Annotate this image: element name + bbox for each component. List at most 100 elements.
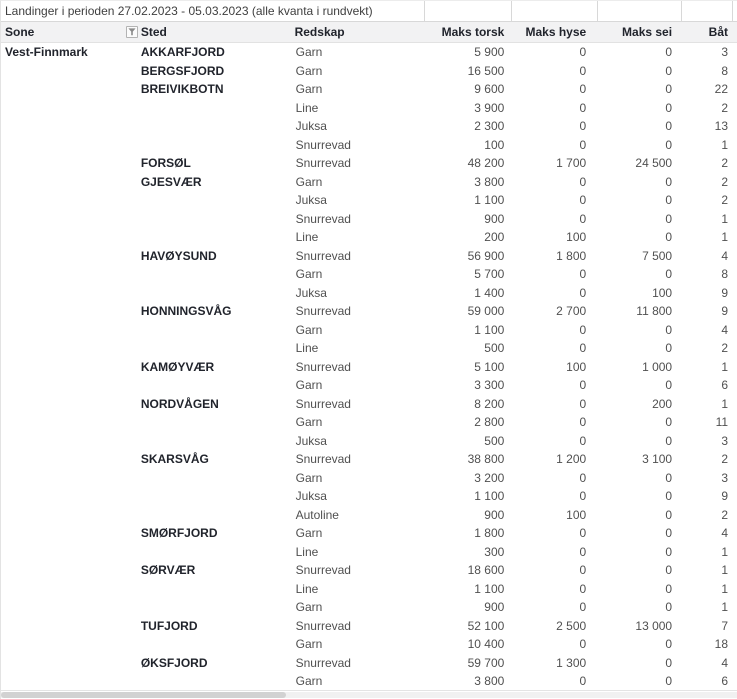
cell-bat: 3 (721, 470, 729, 485)
cell-sted (125, 191, 291, 210)
cell-redskap: Garn (295, 267, 323, 281)
column-header-redskap[interactable]: Redskap (294, 25, 345, 39)
cell-sone (1, 62, 125, 81)
cell-bat: 2 (721, 100, 729, 115)
cell-maks-torsk: 500 (484, 341, 505, 355)
cell-sone (1, 506, 125, 525)
sort-filter-icon[interactable] (125, 26, 138, 38)
cell-maks-torsk: 1 100 (474, 193, 505, 207)
cell-sted (125, 635, 291, 654)
cell-sted: GJESVÆR (140, 174, 202, 189)
cell-sted: HONNINGSVÅG (140, 304, 232, 318)
table-row: Juksa 500 0 0 3 (1, 432, 737, 451)
cell-maks-hyse: 0 (579, 544, 587, 559)
cell-maks-hyse: 0 (579, 322, 587, 337)
cell-maks-sei: 0 (665, 600, 673, 614)
cell-sone (1, 635, 125, 654)
column-header-sted[interactable]: Sted (125, 22, 291, 42)
cell-maks-sei: 0 (665, 415, 673, 429)
cell-sted (125, 99, 291, 118)
cell-redskap: Juksa (295, 285, 327, 300)
cell-bat: 11 (715, 415, 729, 429)
horizontal-scrollbar-track[interactable] (1, 692, 737, 698)
header-spacer (733, 22, 737, 42)
cell-bat: 1 (721, 581, 729, 596)
cell-maks-torsk: 500 (484, 433, 505, 448)
cell-sted (125, 321, 291, 340)
cell-bat: 13 (714, 119, 729, 133)
cell-bat: 2 (721, 507, 729, 522)
cell-redskap: Snurrevad (295, 618, 351, 633)
cell-redskap: Snurrevad (295, 452, 351, 466)
cell-maks-hyse: 1 700 (556, 156, 587, 170)
title-blank-cell (682, 1, 734, 21)
table-row: Snurrevad 900 0 0 1 (1, 210, 737, 229)
cell-sted (125, 136, 291, 155)
column-header-maks-hyse[interactable]: Maks hyse (525, 25, 587, 39)
cell-maks-sei: 0 (665, 378, 673, 392)
cell-sted: AKKARFJORD (140, 45, 225, 59)
table-row: Line 200 100 0 1 (1, 228, 737, 247)
table-row: NORDVÅGEN Snurrevad 8 200 0 200 1 (1, 395, 737, 414)
column-header-maks-sei[interactable]: Maks sei (622, 25, 673, 39)
column-header-maks-torsk[interactable]: Maks torsk (441, 25, 505, 39)
title-spacer (733, 1, 737, 21)
cell-maks-sei: 0 (665, 322, 673, 337)
cell-maks-sei: 0 (665, 137, 673, 152)
cell-sted: ØKSFJORD (140, 655, 208, 670)
cell-maks-hyse: 100 (566, 230, 587, 244)
column-header-bat[interactable]: Båt (708, 25, 729, 39)
table-row: KAMØYVÆR Snurrevad 5 100 100 1 000 1 (1, 358, 737, 377)
cell-redskap: Garn (295, 63, 323, 78)
cell-sted: BREIVIKBOTN (140, 82, 224, 96)
cell-maks-hyse: 0 (579, 193, 587, 207)
cell-maks-sei: 11 800 (636, 304, 673, 318)
column-header-sted-label: Sted (140, 25, 167, 39)
cell-sted (125, 598, 291, 617)
cell-maks-sei: 0 (665, 341, 673, 355)
cell-redskap: Juksa (295, 193, 327, 207)
table-row: SØRVÆR Snurrevad 18 600 0 0 1 (1, 561, 737, 580)
table-row: Juksa 1 100 0 0 9 (1, 487, 737, 506)
cell-maks-sei: 0 (665, 63, 673, 78)
cell-sted (125, 506, 291, 525)
cell-sone (1, 339, 125, 358)
cell-maks-torsk: 59 700 (467, 655, 505, 670)
cell-bat: 1 (721, 396, 729, 411)
table-row: Garn 10 400 0 0 18 (1, 635, 737, 654)
cell-sone (1, 450, 125, 469)
cell-redskap: Garn (295, 600, 323, 614)
cell-redskap: Snurrevad (295, 211, 351, 226)
cell-sone (1, 136, 125, 155)
cell-bat: 1 (721, 211, 729, 226)
cell-sted (125, 580, 291, 599)
cell-maks-torsk: 1 800 (474, 526, 505, 540)
cell-sone (1, 173, 125, 192)
table-row: Garn 3 300 0 0 6 (1, 376, 737, 395)
cell-sted (125, 210, 291, 229)
cell-maks-hyse: 100 (566, 507, 587, 522)
cell-sone (1, 413, 125, 432)
cell-maks-hyse: 0 (579, 82, 587, 96)
column-header-sone[interactable]: Sone (5, 25, 35, 39)
horizontal-scrollbar-thumb[interactable] (1, 692, 286, 698)
cell-bat: 18 (714, 637, 729, 651)
cell-maks-hyse: 0 (579, 45, 587, 59)
cell-bat: 7 (721, 618, 729, 633)
table-row: Line 500 0 0 2 (1, 339, 737, 358)
cell-redskap: Garn (295, 45, 323, 59)
cell-maks-hyse: 0 (579, 415, 587, 429)
cell-maks-hyse: 0 (579, 489, 587, 503)
cell-maks-sei: 0 (665, 507, 673, 522)
cell-bat: 8 (721, 267, 729, 281)
cell-sone (1, 80, 125, 99)
cell-redskap: Juksa (295, 433, 327, 448)
cell-sted: BERGSFJORD (140, 63, 225, 78)
cell-maks-torsk: 5 100 (474, 359, 505, 374)
cell-sone (1, 598, 125, 617)
cell-sone (1, 284, 125, 303)
cell-maks-torsk: 5 700 (474, 267, 505, 281)
table-row: SMØRFJORD Garn 1 800 0 0 4 (1, 524, 737, 543)
cell-redskap: Line (295, 544, 319, 559)
cell-redskap: Line (295, 581, 319, 596)
